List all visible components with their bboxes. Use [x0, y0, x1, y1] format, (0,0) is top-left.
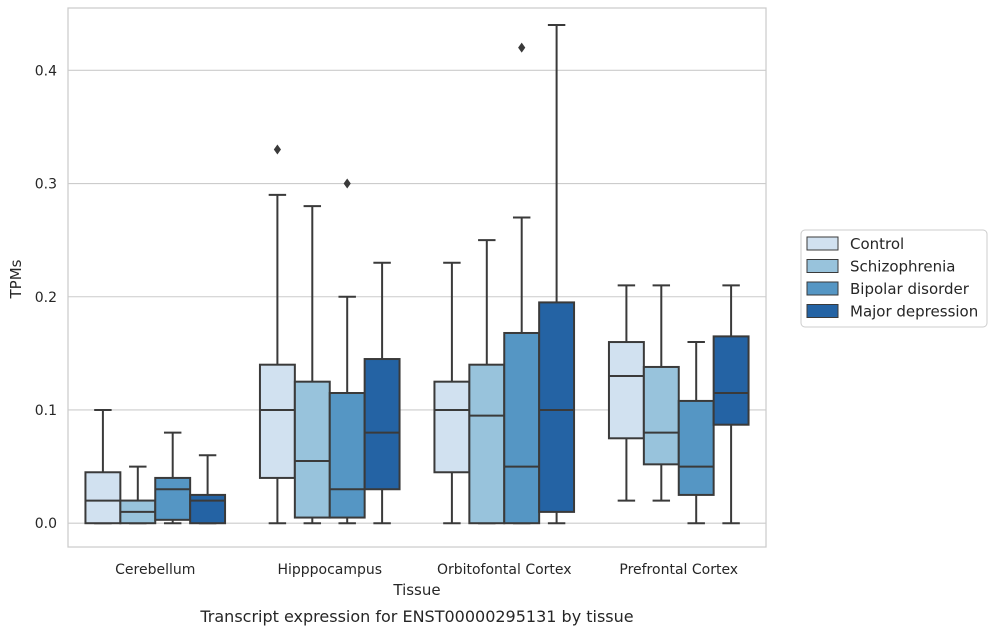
legend: Control Schizophrenia Bipolar disorder Majo… — [800, 229, 988, 328]
legend-label: Bipolar disorder — [850, 280, 970, 298]
plot-frame — [67, 7, 767, 548]
outlier-point — [518, 42, 526, 53]
iqr-box — [677, 399, 715, 496]
outlier-point — [343, 178, 351, 189]
legend-swatch — [806, 259, 839, 273]
y-tick-label: 0.0 — [35, 516, 57, 532]
legend-swatch — [806, 236, 839, 251]
box-control — [607, 284, 645, 502]
y-axis-label: TPMs — [7, 259, 25, 299]
box-bipolar-disorder — [503, 42, 541, 525]
legend-label: Control — [850, 235, 904, 253]
x-tick-label: Prefrontal Cortex — [619, 562, 738, 578]
iqr-box — [328, 392, 366, 519]
iqr-box — [712, 335, 750, 426]
iqr-box — [642, 365, 680, 466]
box-bipolar-disorder — [328, 178, 366, 525]
box-schizophrenia — [119, 465, 157, 525]
box-plot-area — [84, 23, 750, 525]
box-schizophrenia — [293, 205, 331, 525]
iqr-box — [433, 380, 471, 474]
legend-label: Schizophrenia — [850, 258, 955, 276]
iqr-box — [84, 471, 122, 525]
y-tick-label: 0.4 — [35, 63, 57, 79]
iqr-box — [468, 363, 506, 525]
x-tick-label: Orbitofontal Cortex — [437, 562, 572, 578]
y-axis-ticks: 0.0 0.1 0.2 0.3 0.4 — [35, 63, 57, 532]
box-major-depression — [189, 454, 227, 525]
x-axis-label: Tissue — [392, 581, 440, 599]
x-axis-ticks: Cerebellum Hipppocampus Orbitofontal Corte… — [115, 562, 738, 578]
chart-caption: Transcript expression for ENST0000029513… — [199, 607, 633, 626]
box-control — [84, 408, 122, 525]
legend-label: Major depression — [850, 303, 978, 321]
box-bipolar-disorder — [154, 431, 192, 525]
y-tick-label: 0.2 — [35, 290, 57, 306]
legend-swatch — [806, 304, 839, 318]
box-major-depression — [538, 23, 576, 525]
x-tick-label: Cerebellum — [115, 562, 195, 578]
iqr-box — [189, 493, 227, 525]
box-major-depression — [712, 284, 750, 525]
box-schizophrenia — [468, 239, 506, 525]
iqr-box — [293, 380, 331, 519]
iqr-box — [607, 341, 645, 440]
iqr-box — [363, 358, 401, 491]
legend-frame — [800, 229, 988, 328]
box-bipolar-disorder — [677, 341, 715, 525]
y-tick-label: 0.3 — [35, 177, 57, 193]
legend-swatch — [806, 281, 839, 296]
y-tick-label: 0.1 — [35, 403, 57, 419]
outlier-point — [273, 144, 281, 155]
box-major-depression — [363, 261, 401, 525]
iqr-box — [538, 301, 576, 513]
iqr-box — [258, 363, 296, 479]
x-tick-label: Hipppocampus — [277, 562, 382, 578]
box-control — [433, 261, 471, 525]
box-control — [258, 144, 296, 525]
box-schizophrenia — [642, 284, 680, 502]
iqr-box — [154, 476, 192, 521]
iqr-box — [503, 331, 541, 525]
